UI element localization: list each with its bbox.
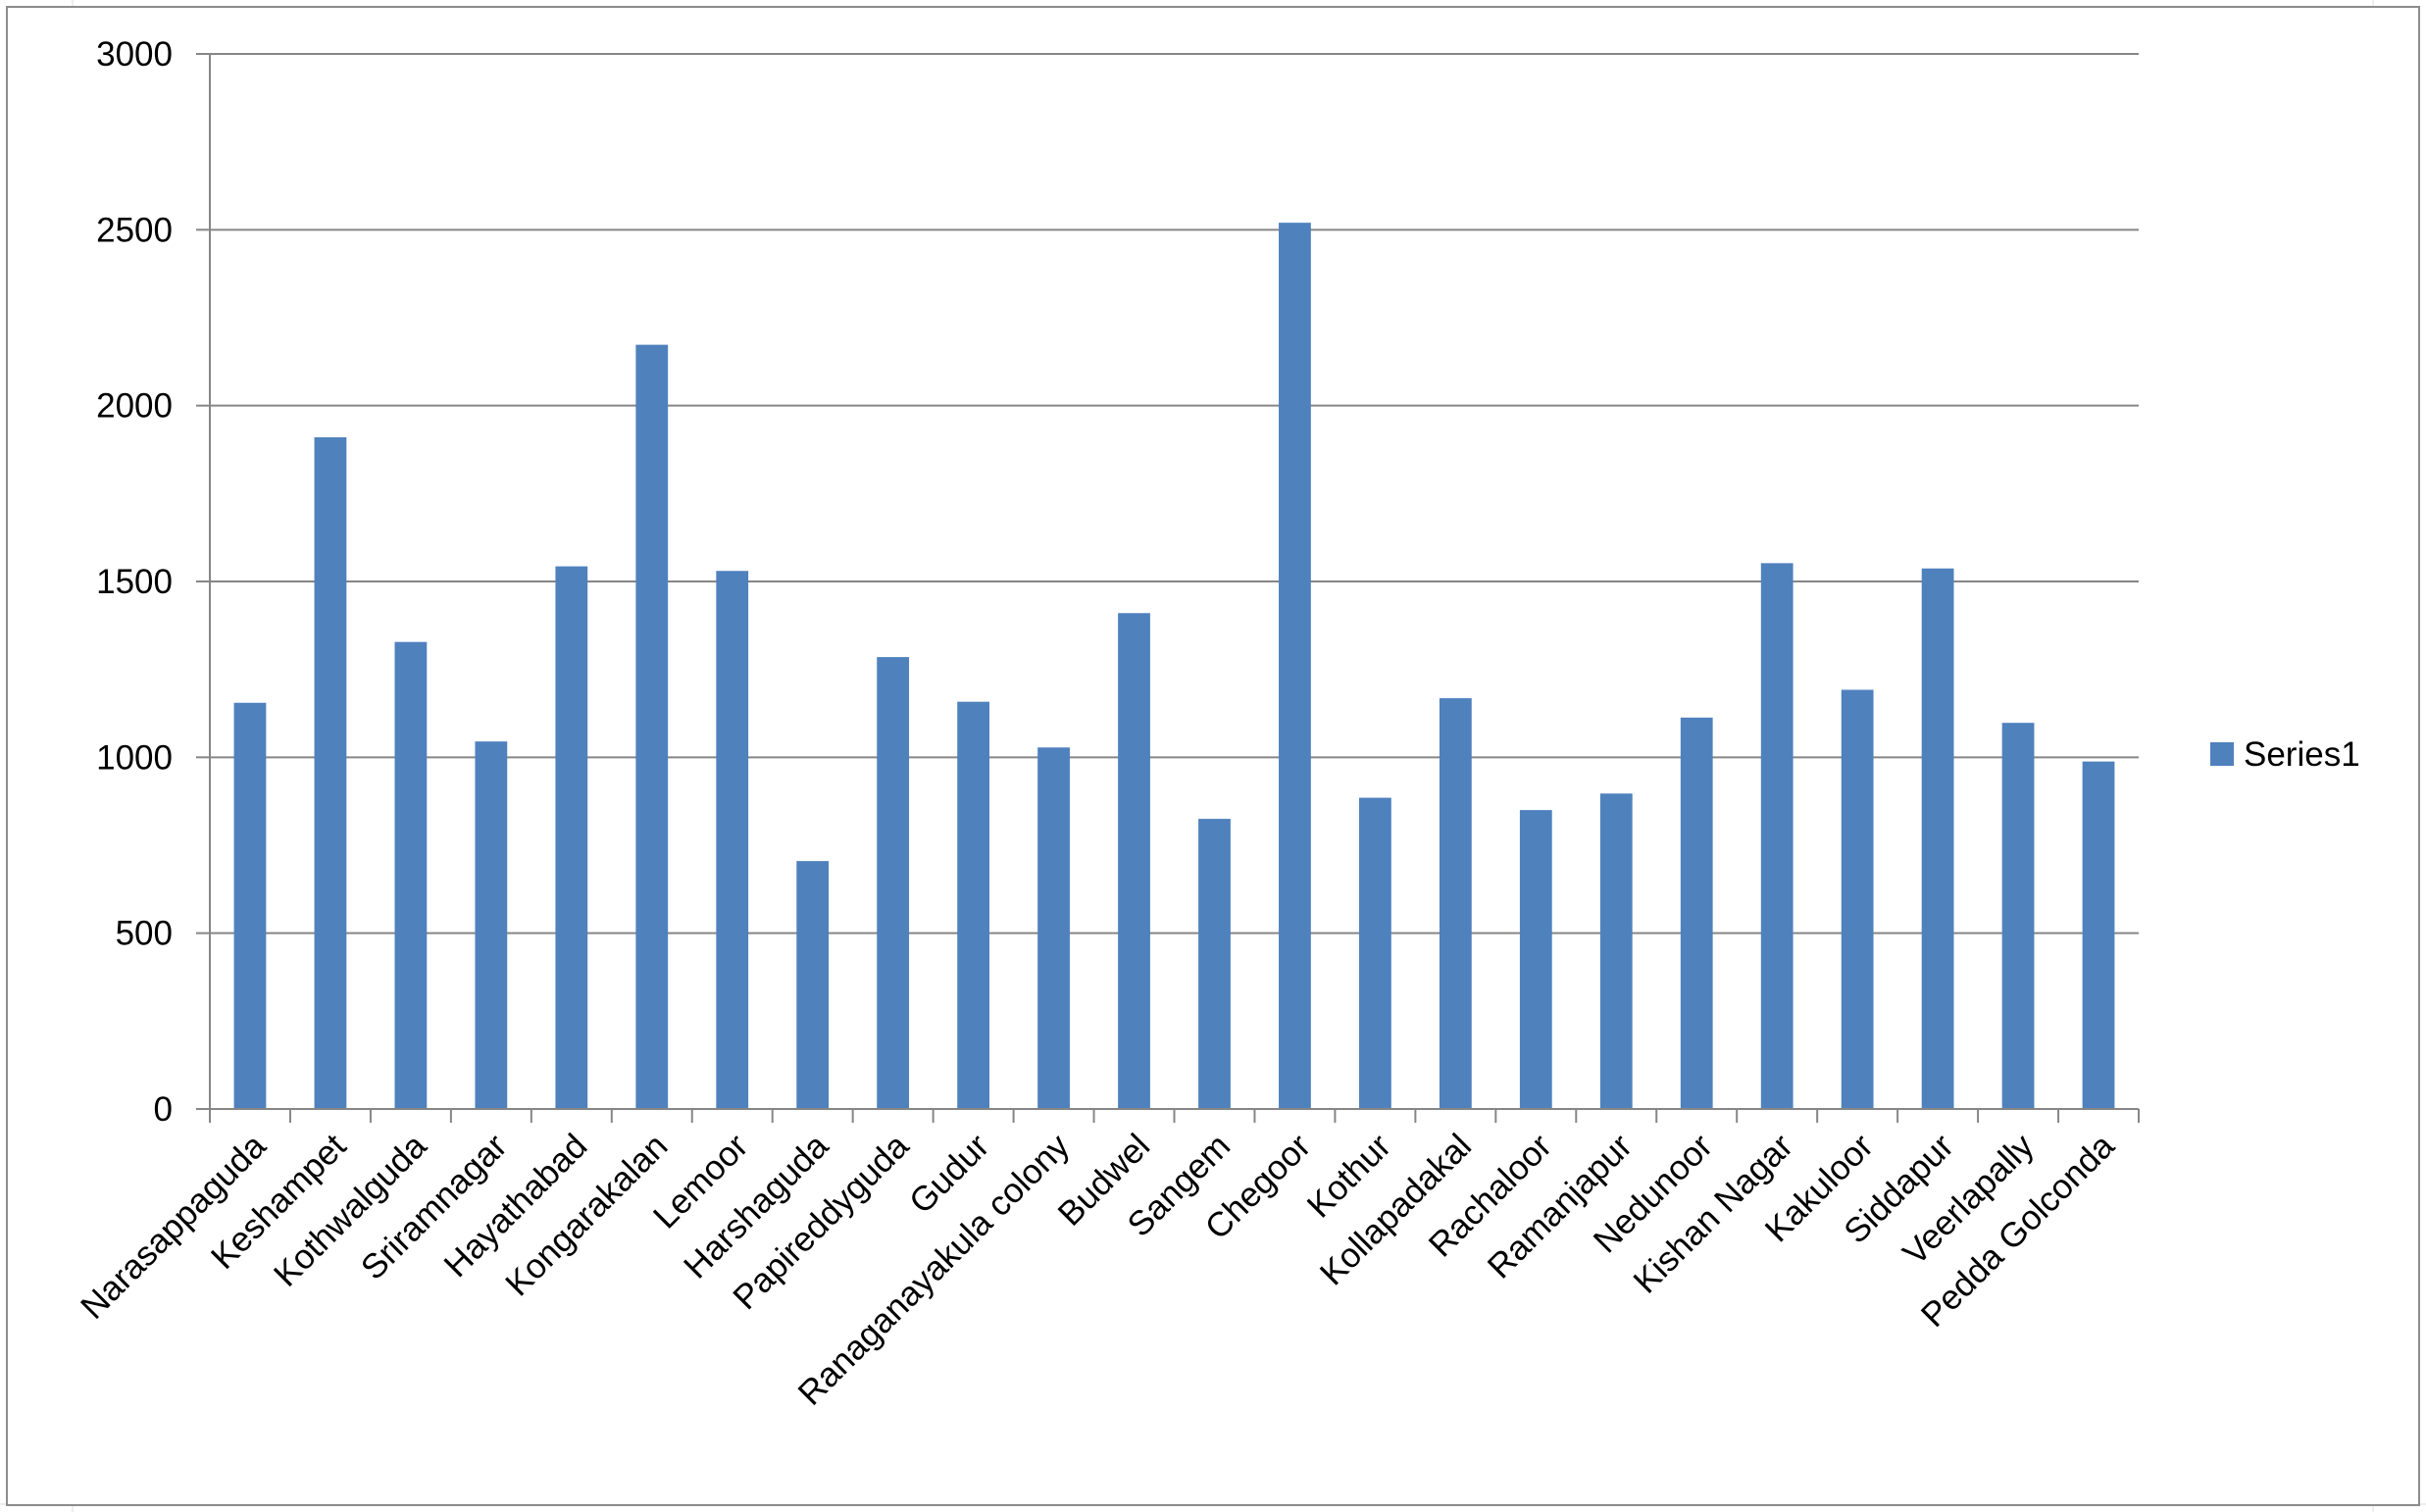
bar[interactable] bbox=[1279, 223, 1311, 1109]
bar[interactable] bbox=[1599, 793, 1633, 1109]
y-tick-label: 3000 bbox=[96, 35, 173, 74]
x-tick-labels: NarasappagudaKeshampetKothwalgudaSriramn… bbox=[74, 1127, 2122, 1413]
bar[interactable] bbox=[475, 741, 508, 1109]
bar[interactable] bbox=[1841, 689, 1874, 1109]
bar[interactable] bbox=[555, 566, 588, 1109]
bar[interactable] bbox=[877, 657, 910, 1109]
y-tick-label: 0 bbox=[154, 1090, 173, 1129]
bar[interactable] bbox=[1519, 810, 1552, 1109]
bar[interactable] bbox=[2082, 761, 2115, 1109]
bar[interactable] bbox=[1198, 819, 1231, 1109]
bar[interactable] bbox=[233, 702, 267, 1109]
y-tick-label: 500 bbox=[116, 915, 173, 953]
bar[interactable] bbox=[1037, 747, 1070, 1109]
bar[interactable] bbox=[1359, 797, 1391, 1109]
bar-chart: 0 500 1000 1500 2000 2500 3000 NarasappagudaKe… bbox=[74, 35, 2360, 1413]
y-tick-label: 1000 bbox=[96, 738, 173, 777]
y-tick-labels: 0 500 1000 1500 2000 2500 3000 bbox=[96, 35, 173, 1129]
chart-area[interactable]: 0 500 1000 1500 2000 2500 3000 Narasappaguda Ke… bbox=[6, 6, 2420, 1506]
legend: Series1 bbox=[2210, 735, 2360, 774]
gridlines bbox=[210, 53, 2139, 934]
bar[interactable] bbox=[716, 571, 749, 1109]
bar[interactable] bbox=[1760, 563, 1794, 1109]
bar[interactable] bbox=[1680, 717, 1713, 1109]
bar[interactable] bbox=[1439, 698, 1472, 1109]
axes bbox=[196, 53, 2140, 1123]
legend-swatch bbox=[2210, 742, 2234, 766]
bar[interactable] bbox=[635, 344, 669, 1110]
bar[interactable] bbox=[2001, 723, 2035, 1109]
bar[interactable] bbox=[1118, 613, 1150, 1109]
y-tick-label: 2000 bbox=[96, 387, 173, 426]
bar[interactable] bbox=[394, 641, 428, 1109]
bar[interactable] bbox=[957, 701, 989, 1109]
bar[interactable] bbox=[1921, 568, 1954, 1109]
y-tick-label: 2500 bbox=[96, 211, 173, 249]
bars bbox=[233, 223, 2115, 1110]
bar[interactable] bbox=[796, 861, 830, 1109]
legend-label: Series1 bbox=[2244, 735, 2360, 774]
y-tick-label: 1500 bbox=[96, 563, 173, 601]
bar[interactable] bbox=[314, 436, 347, 1109]
